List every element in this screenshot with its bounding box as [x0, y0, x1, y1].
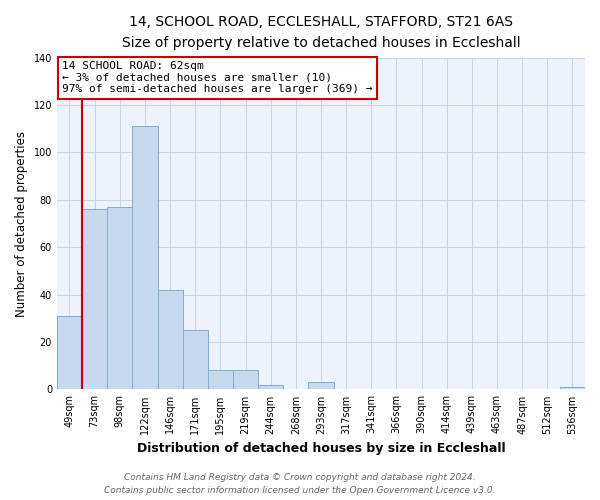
- Bar: [107, 207, 133, 390]
- Bar: [258, 384, 283, 390]
- Text: 14 SCHOOL ROAD: 62sqm
← 3% of detached houses are smaller (10)
97% of semi-detac: 14 SCHOOL ROAD: 62sqm ← 3% of detached h…: [62, 61, 373, 94]
- Bar: [233, 370, 258, 390]
- Bar: [133, 126, 158, 390]
- Y-axis label: Number of detached properties: Number of detached properties: [15, 130, 28, 316]
- Bar: [182, 330, 208, 390]
- Text: Contains HM Land Registry data © Crown copyright and database right 2024.
Contai: Contains HM Land Registry data © Crown c…: [104, 474, 496, 495]
- Bar: [560, 387, 585, 390]
- Bar: [158, 290, 182, 390]
- Bar: [82, 210, 107, 390]
- X-axis label: Distribution of detached houses by size in Eccleshall: Distribution of detached houses by size …: [137, 442, 505, 455]
- Bar: [208, 370, 233, 390]
- Title: 14, SCHOOL ROAD, ECCLESHALL, STAFFORD, ST21 6AS
Size of property relative to det: 14, SCHOOL ROAD, ECCLESHALL, STAFFORD, S…: [122, 15, 520, 50]
- Bar: [57, 316, 82, 390]
- Bar: [308, 382, 334, 390]
